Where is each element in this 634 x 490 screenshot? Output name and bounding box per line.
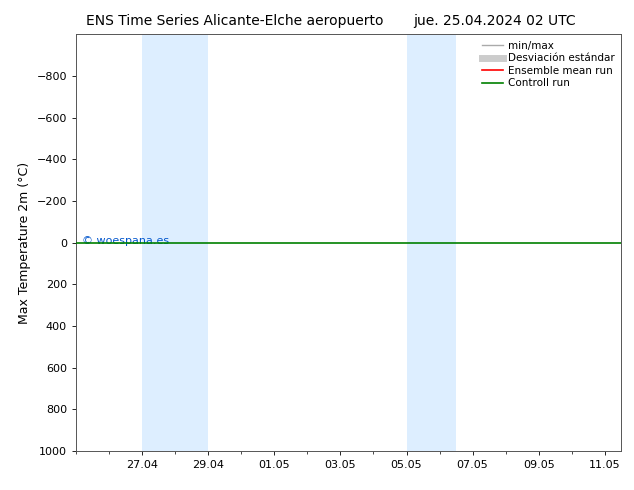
Bar (406, 34, 456, 451)
Bar (142, 34, 208, 451)
Y-axis label: Max Temperature 2m (°C): Max Temperature 2m (°C) (18, 162, 31, 323)
Legend: min/max, Desviación estándar, Ensemble mean run, Controll run: min/max, Desviación estándar, Ensemble m… (478, 36, 619, 93)
Text: ENS Time Series Alicante-Elche aeropuerto: ENS Time Series Alicante-Elche aeropuert… (86, 14, 384, 28)
Text: © woespana.es: © woespana.es (82, 236, 169, 246)
Text: jue. 25.04.2024 02 UTC: jue. 25.04.2024 02 UTC (413, 14, 576, 28)
